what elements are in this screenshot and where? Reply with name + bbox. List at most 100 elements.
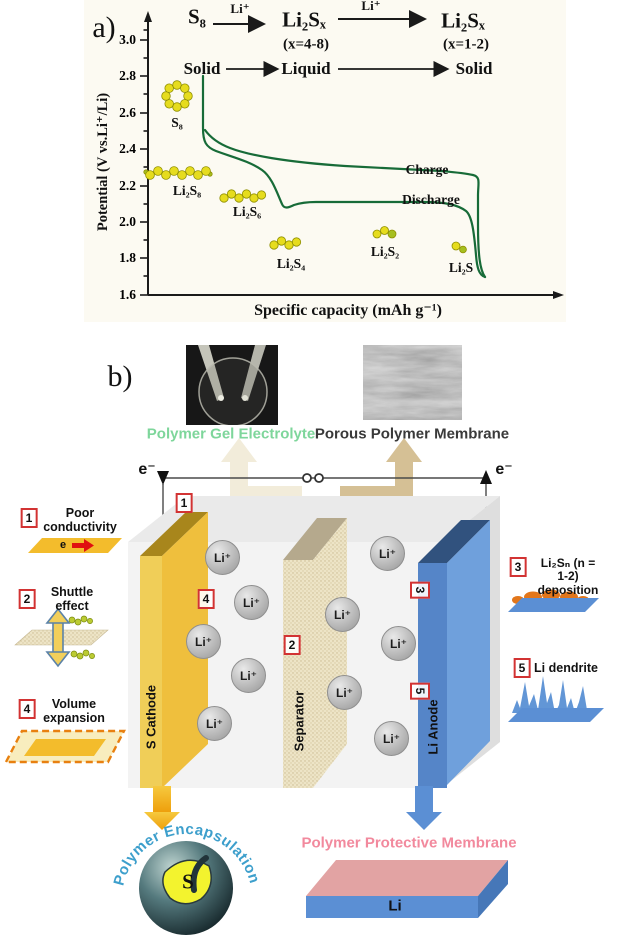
charge-curve-label: Charge [405, 162, 449, 177]
y-tick-2.8: 2.8 [119, 68, 136, 83]
down-arrow-anode-icon [406, 786, 442, 830]
x-axis-arrow-icon [553, 291, 564, 299]
li-ion: Li⁺ [370, 536, 405, 571]
phase-liquid: Liquid [281, 59, 331, 78]
issue-5-label: Li dendrite [534, 661, 598, 675]
species-s8-label: S₈ [171, 115, 183, 130]
li-ion-text: Li⁺ [379, 546, 396, 561]
li-ion-label-1: Li⁺ [230, 1, 250, 16]
li-ion: Li⁺ [234, 585, 269, 620]
y-tick-1.8: 1.8 [119, 250, 136, 265]
core-shell-sphere-icon [139, 841, 233, 935]
separator-label: Separator [291, 690, 307, 752]
reactant-s8: S₈ [188, 4, 206, 29]
li2s6-chain-icon [219, 189, 267, 203]
li-ion: Li⁺ [186, 624, 221, 659]
y-tick-3.0: 3.0 [119, 32, 136, 47]
y-tick-2.4: 2.4 [119, 141, 136, 156]
down-arrow-cathode-icon [144, 786, 180, 830]
poor-conductivity-icon [28, 538, 122, 553]
panel-a-label: a) [92, 11, 116, 44]
li-slab-icon [306, 860, 508, 918]
species-li2s6-label: Li₂S₆ [232, 204, 262, 219]
separator-slab [283, 518, 347, 788]
li-ion-text: Li⁺ [195, 634, 212, 649]
lithium-anode-slab [418, 520, 490, 788]
s8-ring-molecule-icon [161, 80, 193, 112]
panel-b-label: b) [107, 360, 133, 393]
li-slab-label: Li [388, 897, 402, 915]
li-ion-text: Li⁺ [214, 550, 231, 565]
gel-photo [186, 345, 278, 425]
issue-1-label: Poor conductivity [43, 506, 117, 534]
li2s8-chain-icon [143, 166, 213, 180]
li-ion-label-2: Li⁺ [361, 0, 381, 13]
li-ion: Li⁺ [205, 540, 240, 575]
issue-4-label: Volume expansion [43, 697, 105, 725]
x-axis-label: Specific capacity (mAh g⁻¹) [254, 302, 442, 319]
anode-label: Li Anode [425, 699, 441, 755]
membrane-photo-label: Porous Polymer Membrane [314, 425, 510, 443]
li-ion-text: Li⁺ [336, 685, 353, 700]
y-tick-2.6: 2.6 [119, 105, 136, 120]
li-ion-text: Li⁺ [383, 731, 400, 746]
issue-5-badge: 5 [513, 658, 531, 678]
y-tick-2.0: 2.0 [119, 214, 136, 229]
product-range: (x=1-2) [442, 36, 490, 53]
y-tick-2.2: 2.2 [119, 178, 136, 193]
product-li2sx: Li₂Sₓ [441, 8, 485, 33]
discharge-curve-label: Discharge [402, 192, 460, 207]
electron-flow-label: e [59, 539, 67, 551]
intermediate-li2sx: Li₂Sₓ [282, 7, 326, 32]
li2s4-chain-icon [269, 236, 302, 250]
electron-arrow-up-icon [480, 470, 492, 484]
species-li2s4-label: Li₂S₄ [276, 256, 306, 271]
cell-marker-4: 4 [197, 589, 215, 609]
issue-3-label: Li₂Sₙ (n = 1-2) deposition [537, 555, 599, 597]
cell-marker-3: 3 [410, 581, 430, 599]
issue-4-badge: 4 [18, 699, 36, 719]
volume-expansion-icon [4, 729, 126, 764]
li-ion-text: Li⁺ [390, 636, 407, 651]
y-axis-label: Potential (V vs.Li⁺/Li) [95, 92, 111, 232]
li-ion-text: Li⁺ [240, 668, 257, 683]
intermediate-range: (x=4-8) [282, 36, 330, 53]
species-li2s-label: Li₂S [448, 260, 474, 275]
issue-2-label: Shuttle effect [50, 585, 94, 613]
electron-label-right: e⁻ [495, 461, 513, 478]
deposition-icon [508, 589, 599, 612]
y-axis-ticks [140, 29, 148, 296]
shuttle-effect-icon [14, 607, 109, 668]
species-li2s8-label: Li₂S₈ [172, 183, 202, 198]
electron-arrow-down-icon [157, 471, 169, 485]
y-axis-arrow-icon [144, 11, 152, 22]
circuit-wire [157, 470, 492, 540]
sem-photo [363, 345, 462, 420]
up-arrow-gel-icon [221, 438, 302, 500]
li2s2-chain-icon [372, 226, 397, 239]
li-ion-text: Li⁺ [334, 607, 351, 622]
switch-terminal-icon [302, 473, 312, 483]
discharge-curve [201, 74, 487, 279]
cell-marker-5: 5 [410, 682, 430, 700]
li-ion: Li⁺ [325, 597, 360, 632]
li-ion: Li⁺ [381, 626, 416, 661]
li-ion-text: Li⁺ [243, 595, 260, 610]
cell-marker-2: 2 [283, 635, 301, 655]
protective-membrane-label: Polymer Protective Membrane [301, 834, 517, 852]
cathode-label: S Cathode [143, 684, 159, 750]
li-ion: Li⁺ [327, 675, 362, 710]
species-li2s2-label: Li₂S₂ [370, 244, 400, 259]
electron-label-left: e⁻ [138, 461, 156, 478]
phase-solid-left: Solid [183, 59, 221, 78]
gel-photo-label: Polymer Gel Electrolyte [146, 425, 316, 443]
y-tick-1.6: 1.6 [119, 287, 136, 302]
li2s-molecule-icon [451, 241, 467, 254]
phase-solid-right: Solid [455, 59, 493, 78]
issue-3-badge: 3 [509, 557, 527, 577]
up-arrow-membrane-icon [340, 438, 422, 500]
li-ion-text: Li⁺ [206, 716, 223, 731]
polysulfide-cluster-icon [68, 615, 95, 660]
